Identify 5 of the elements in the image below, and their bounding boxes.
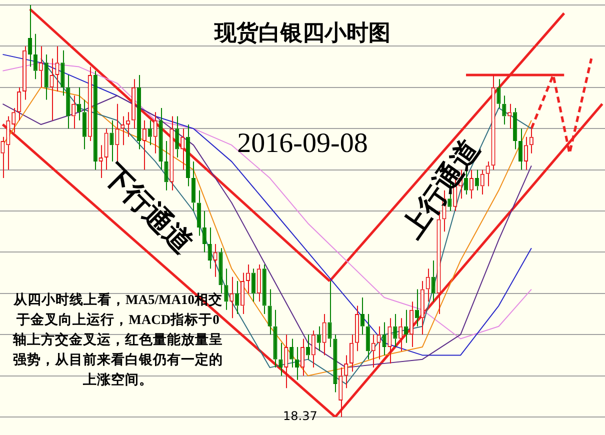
text: 现货白银四小时图 — [213, 19, 392, 47]
annotation: 上行通道 — [396, 134, 488, 246]
annotation: 下行通道 — [96, 158, 200, 262]
text: 2016-09-08 — [237, 128, 368, 159]
annotation: 18.37 — [283, 409, 318, 423]
